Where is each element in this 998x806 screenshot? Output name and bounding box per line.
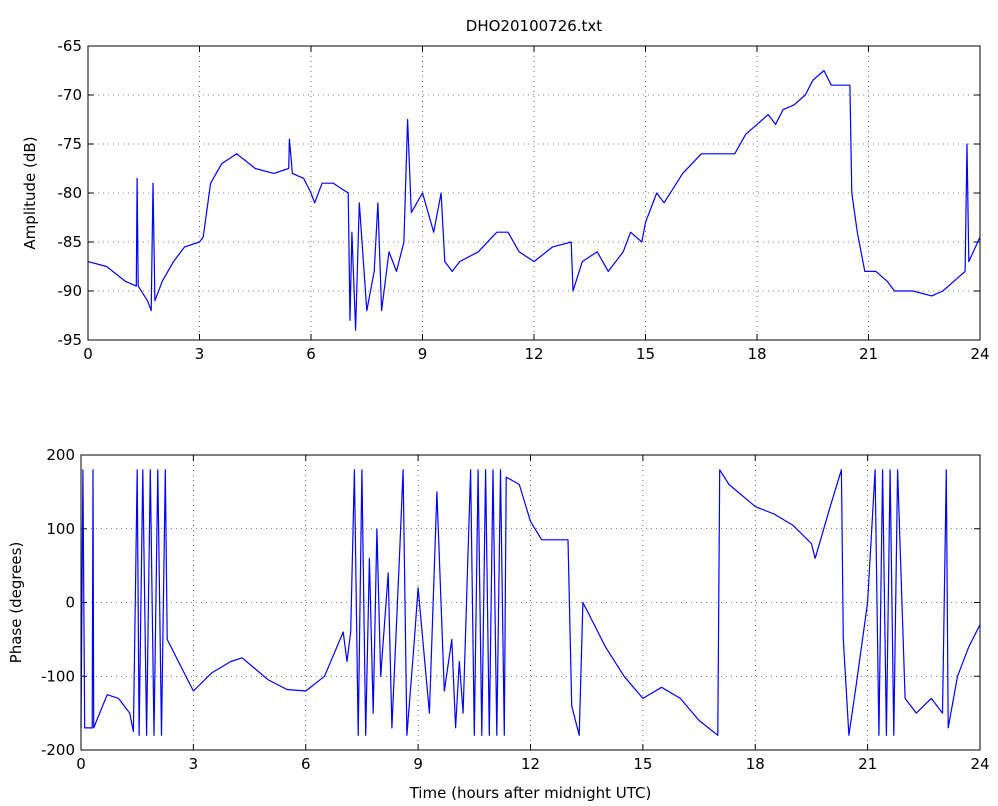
x-tick-label: 24: [970, 345, 989, 363]
x-axis-label: Time (hours after midnight UTC): [409, 784, 652, 802]
y-axis-label: Amplitude (dB): [21, 136, 39, 249]
x-tick-label: 12: [524, 345, 543, 363]
x-tick-label: 0: [76, 755, 86, 773]
x-tick-label: 9: [418, 345, 428, 363]
data-line: [80, 469, 981, 736]
y-tick-label: -200: [41, 741, 75, 759]
axes-frame: [87, 45, 981, 341]
y-tick-label: -95: [58, 331, 83, 349]
y-tick-label: -70: [58, 86, 83, 104]
y-tick-label: -80: [58, 184, 83, 202]
y-tick-label: -75: [58, 135, 83, 153]
x-tick-label: 3: [195, 345, 205, 363]
x-tick-label: 3: [189, 755, 199, 773]
y-tick-label: 200: [46, 446, 75, 464]
y-tick-label: -100: [41, 667, 75, 685]
x-tick-label: 18: [747, 345, 766, 363]
x-tick-label: 15: [633, 755, 652, 773]
y-tick-label: -85: [58, 233, 83, 251]
x-tick-label: 18: [746, 755, 765, 773]
x-tick-label: 6: [301, 755, 311, 773]
y-tick-label: -90: [58, 282, 83, 300]
x-tick-label: 15: [636, 345, 655, 363]
x-tick-label: 0: [83, 345, 93, 363]
y-tick-label: -65: [58, 37, 83, 55]
x-tick-label: 21: [859, 345, 878, 363]
x-tick-label: 12: [521, 755, 540, 773]
x-tick-label: 24: [970, 755, 989, 773]
x-tick-label: 21: [858, 755, 877, 773]
y-axis-label: Phase (degrees): [7, 542, 25, 664]
y-tick-label: 100: [46, 520, 75, 538]
x-tick-label: 6: [306, 345, 316, 363]
x-tick-label: 9: [413, 755, 423, 773]
data-line: [87, 69, 981, 331]
chart-title: DHO20100726.txt: [466, 17, 603, 35]
axes-frame: [80, 454, 981, 751]
y-tick-label: 0: [65, 594, 75, 612]
